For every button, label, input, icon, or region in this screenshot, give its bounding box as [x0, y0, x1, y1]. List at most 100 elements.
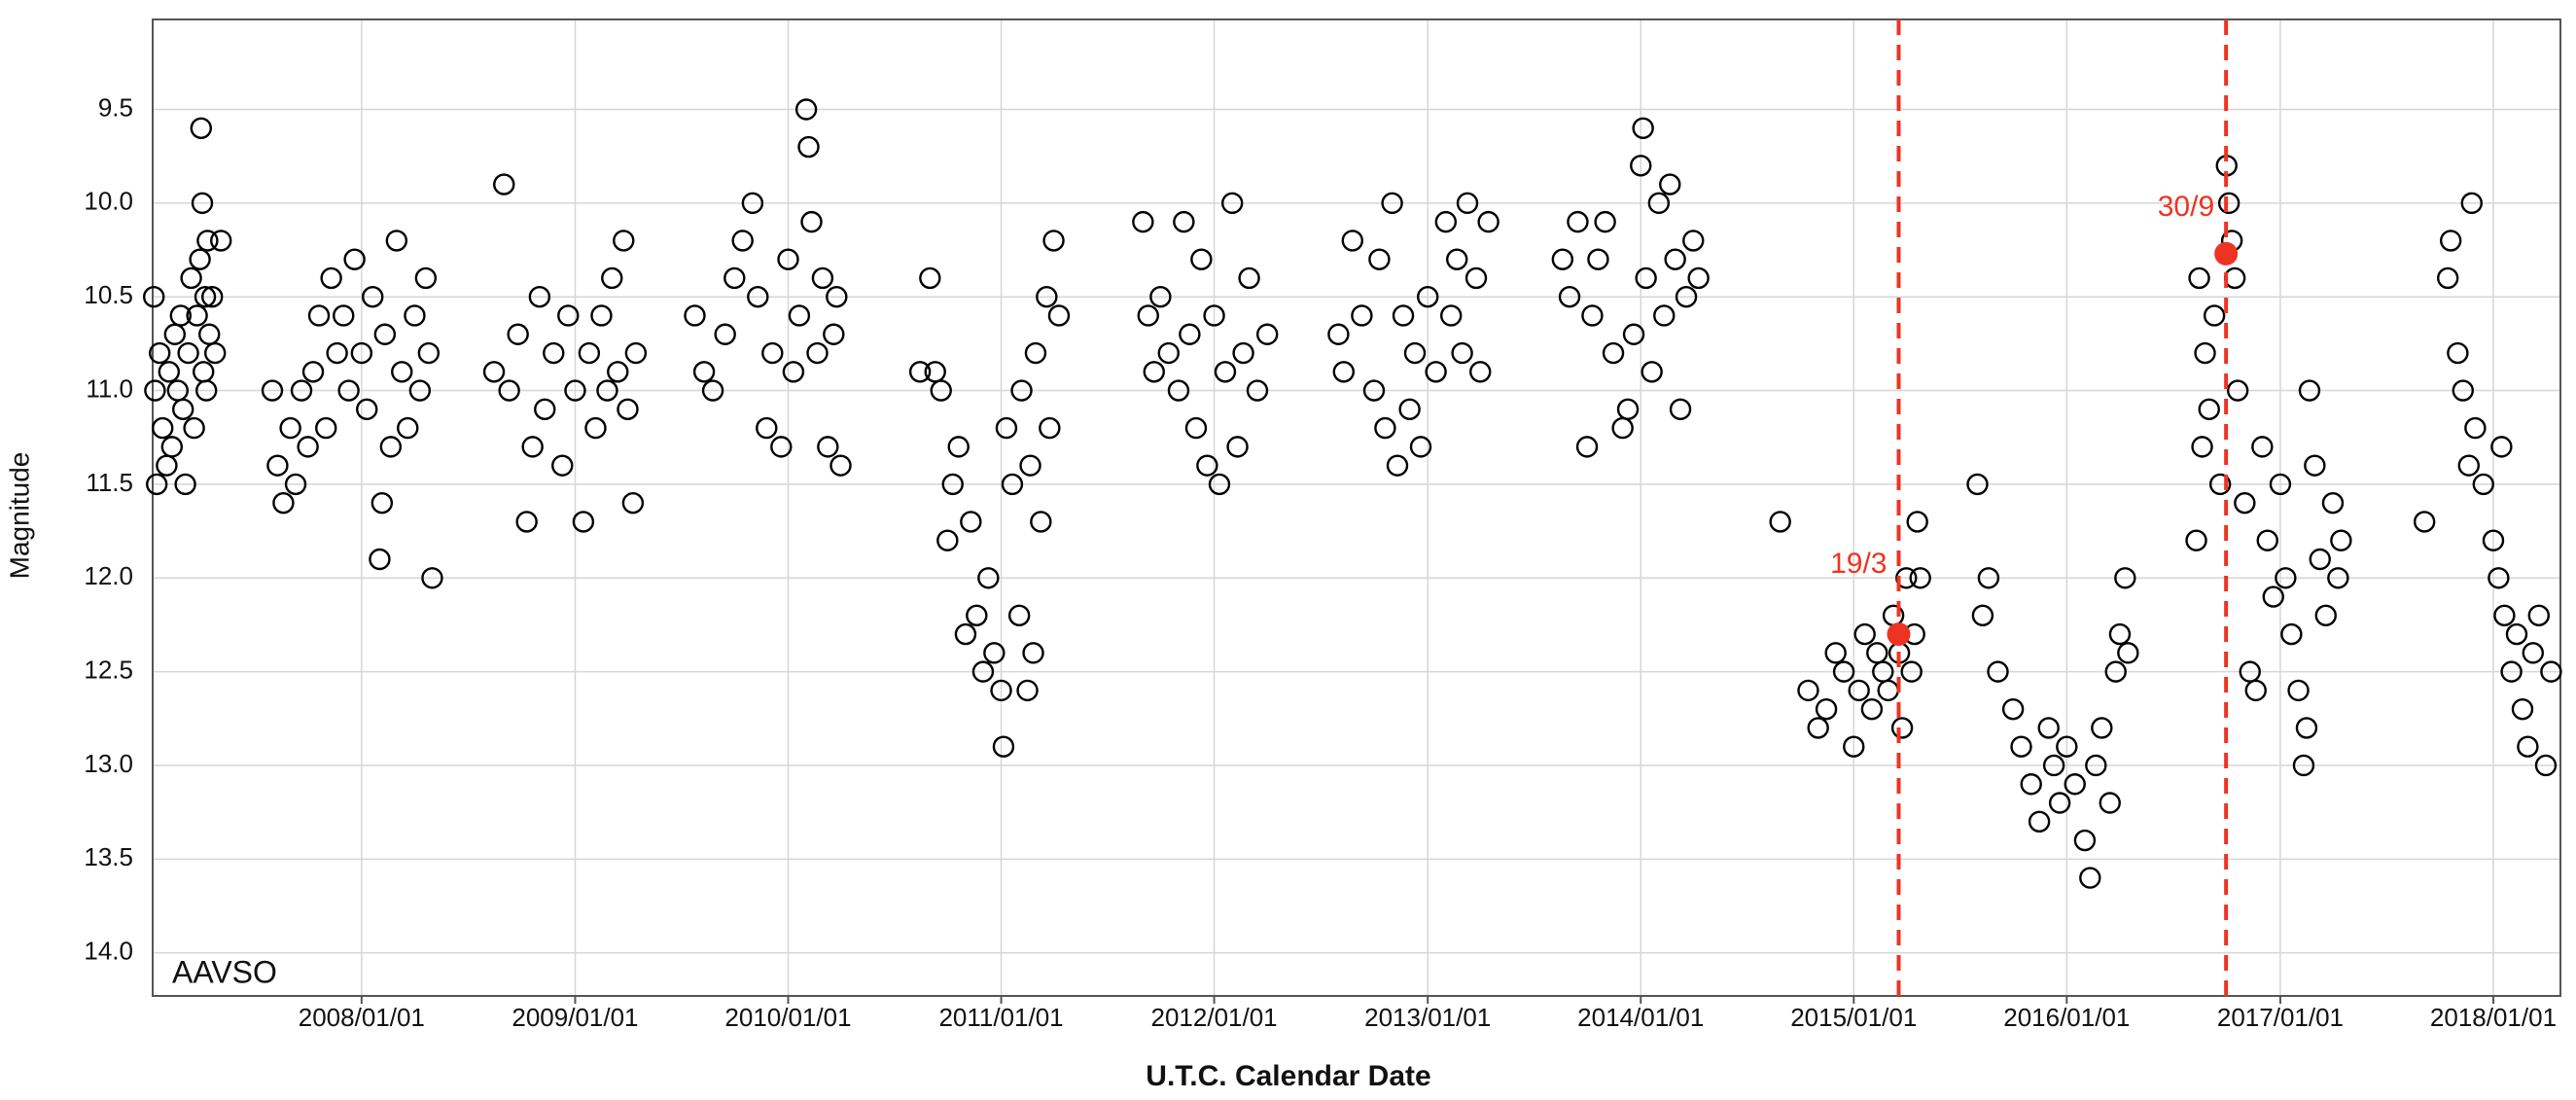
data-point [1007, 604, 1031, 627]
data-point [1220, 192, 1244, 215]
data-point [601, 266, 623, 290]
data-point [995, 416, 1018, 440]
data-point [2198, 398, 2220, 421]
data-point [829, 454, 852, 477]
data-point [1632, 117, 1654, 139]
data-point [2234, 491, 2256, 515]
data-point [1807, 717, 1829, 739]
data-point [971, 660, 995, 683]
data-point [193, 361, 215, 383]
data-point [507, 323, 529, 345]
data-point [2493, 604, 2516, 627]
data-point [2280, 622, 2303, 646]
data-point [290, 379, 313, 402]
data-point [941, 473, 964, 496]
data-point [1971, 604, 1994, 627]
data-point [572, 511, 595, 533]
x-tick-label: 2012/01/01 [1151, 1003, 1278, 1032]
data-point [379, 436, 403, 458]
data-point [990, 679, 1012, 702]
data-point [1022, 642, 1044, 664]
data-point [2244, 679, 2267, 702]
data-point [1860, 697, 1884, 721]
data-point [1567, 210, 1589, 233]
data-point [2517, 735, 2539, 758]
data-point [947, 436, 970, 458]
plot-frame [152, 18, 2561, 997]
data-point [163, 323, 187, 345]
data-point [2292, 754, 2315, 777]
data-point [350, 341, 373, 365]
x-tick-label: 2011/01/01 [938, 1003, 1063, 1032]
data-point [146, 473, 168, 496]
data-point [1987, 660, 2009, 683]
data-point [1351, 304, 1373, 327]
data-point [1977, 567, 2000, 589]
data-point [2185, 529, 2207, 551]
data-point [498, 379, 520, 402]
data-point [1246, 379, 1269, 402]
data-point [1594, 210, 1616, 233]
data-point [1398, 398, 1421, 421]
data-point [1042, 230, 1065, 252]
x-tick-label: 2009/01/01 [512, 1003, 638, 1032]
y-tick-label: 9.5 [98, 92, 133, 122]
data-point [1551, 248, 1574, 270]
data-point [1137, 304, 1159, 327]
data-point [156, 454, 178, 477]
data-point [417, 341, 441, 365]
event-label: 30/9 [2158, 191, 2214, 223]
data-point [1208, 473, 1231, 496]
data-point [272, 491, 295, 515]
data-point [701, 379, 724, 402]
data-point [528, 286, 551, 308]
data-point [2490, 436, 2513, 458]
data-point [1179, 323, 1201, 345]
data-point [2104, 660, 2127, 683]
data-point [692, 361, 716, 383]
data-point [2256, 529, 2278, 551]
data-point [2064, 773, 2086, 796]
data-point [977, 567, 1000, 589]
data-point [1001, 473, 1024, 496]
data-point [564, 379, 586, 402]
data-point [158, 361, 181, 383]
data-point [2452, 379, 2474, 402]
data-point [2226, 379, 2249, 402]
data-point [2534, 754, 2558, 777]
data-point [414, 266, 438, 290]
data-point [607, 361, 629, 383]
data-point [1417, 286, 1439, 308]
data-point [1010, 379, 1033, 402]
data-point [2188, 266, 2210, 290]
data-point [1675, 286, 1698, 308]
data-point [534, 398, 556, 421]
data-point [210, 230, 232, 252]
data-point [1900, 660, 1923, 683]
data-point [371, 491, 394, 515]
data-point [177, 341, 199, 365]
data-point [1255, 323, 1279, 345]
data-point [1687, 266, 1710, 290]
data-point [1368, 248, 1391, 270]
data-point [747, 286, 769, 308]
data-point [391, 361, 413, 383]
x-tick-label: 2014/01/01 [1577, 1003, 1704, 1032]
event-label: 19/3 [1830, 548, 1887, 580]
data-point [1226, 436, 1249, 458]
data-point [385, 230, 408, 252]
data-point [1434, 210, 1458, 233]
data-point [356, 398, 378, 421]
data-point [1024, 341, 1047, 365]
data-point [817, 436, 839, 458]
data-point [261, 379, 284, 402]
data-point [1016, 679, 1039, 702]
data-point [2020, 773, 2042, 796]
data-point [2540, 660, 2562, 683]
data-point [2010, 735, 2032, 758]
data-point [2298, 379, 2321, 402]
data-point [1581, 304, 1604, 327]
data-point [2117, 642, 2139, 664]
data-point [2091, 717, 2113, 739]
data-point [408, 379, 432, 402]
